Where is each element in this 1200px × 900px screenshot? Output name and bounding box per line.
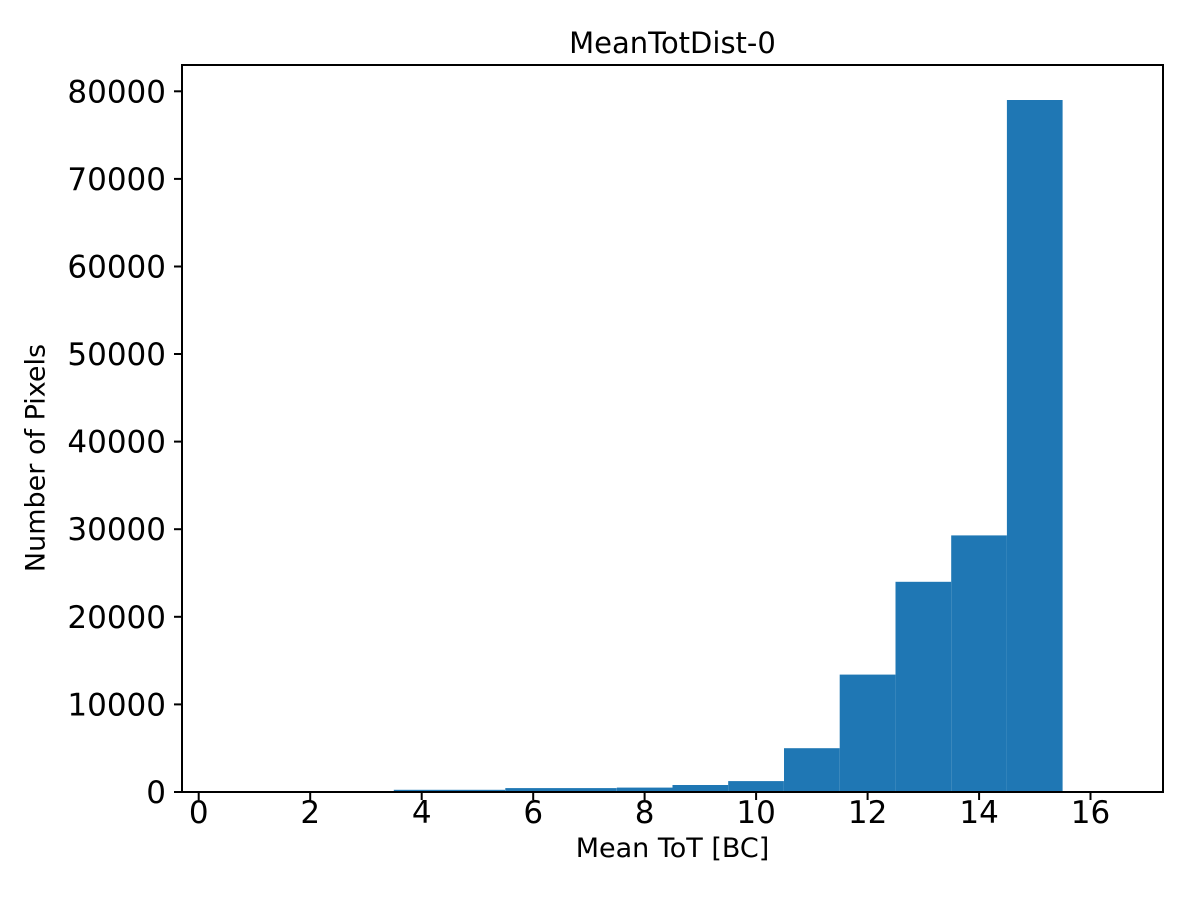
y-tick-label: 70000: [67, 162, 166, 198]
y-tick-label: 30000: [67, 512, 166, 548]
y-tick-label: 10000: [67, 687, 166, 723]
y-tick-label: 60000: [67, 250, 166, 286]
y-tick-label: 50000: [67, 337, 166, 373]
histogram-bar: [895, 581, 952, 792]
x-tick-label: 6: [523, 795, 543, 831]
x-tick-label: 2: [300, 795, 320, 831]
x-tick-label: 4: [412, 795, 432, 831]
x-axis-label: Mean ToT [BC]: [575, 833, 770, 864]
y-tick-label: 40000: [67, 425, 166, 461]
y-tick-label: 80000: [67, 74, 166, 110]
x-tick-label: 10: [736, 795, 775, 831]
y-tick-label: 20000: [67, 600, 166, 636]
x-tick-label: 16: [1071, 795, 1110, 831]
histogram-bar: [951, 535, 1007, 792]
histogram-bar: [784, 748, 840, 792]
histogram-bar: [1006, 100, 1063, 792]
histogram-bar: [505, 788, 561, 792]
chart-title: MeanTotDist-0: [569, 26, 776, 60]
x-tick-label: 0: [189, 795, 209, 831]
histogram-bar: [839, 674, 896, 792]
histogram-bar: [449, 789, 506, 792]
histogram-bar: [728, 781, 784, 792]
histogram-bar: [393, 789, 450, 792]
plot-spine: [181, 64, 1164, 793]
x-tick-label: 12: [848, 795, 887, 831]
histogram-bar: [561, 788, 617, 792]
histogram-bar: [672, 785, 729, 792]
histogram-bar: [616, 787, 673, 792]
x-tick-label: 8: [635, 795, 655, 831]
x-tick-label: 14: [959, 795, 998, 831]
y-tick-label: 0: [146, 775, 166, 811]
